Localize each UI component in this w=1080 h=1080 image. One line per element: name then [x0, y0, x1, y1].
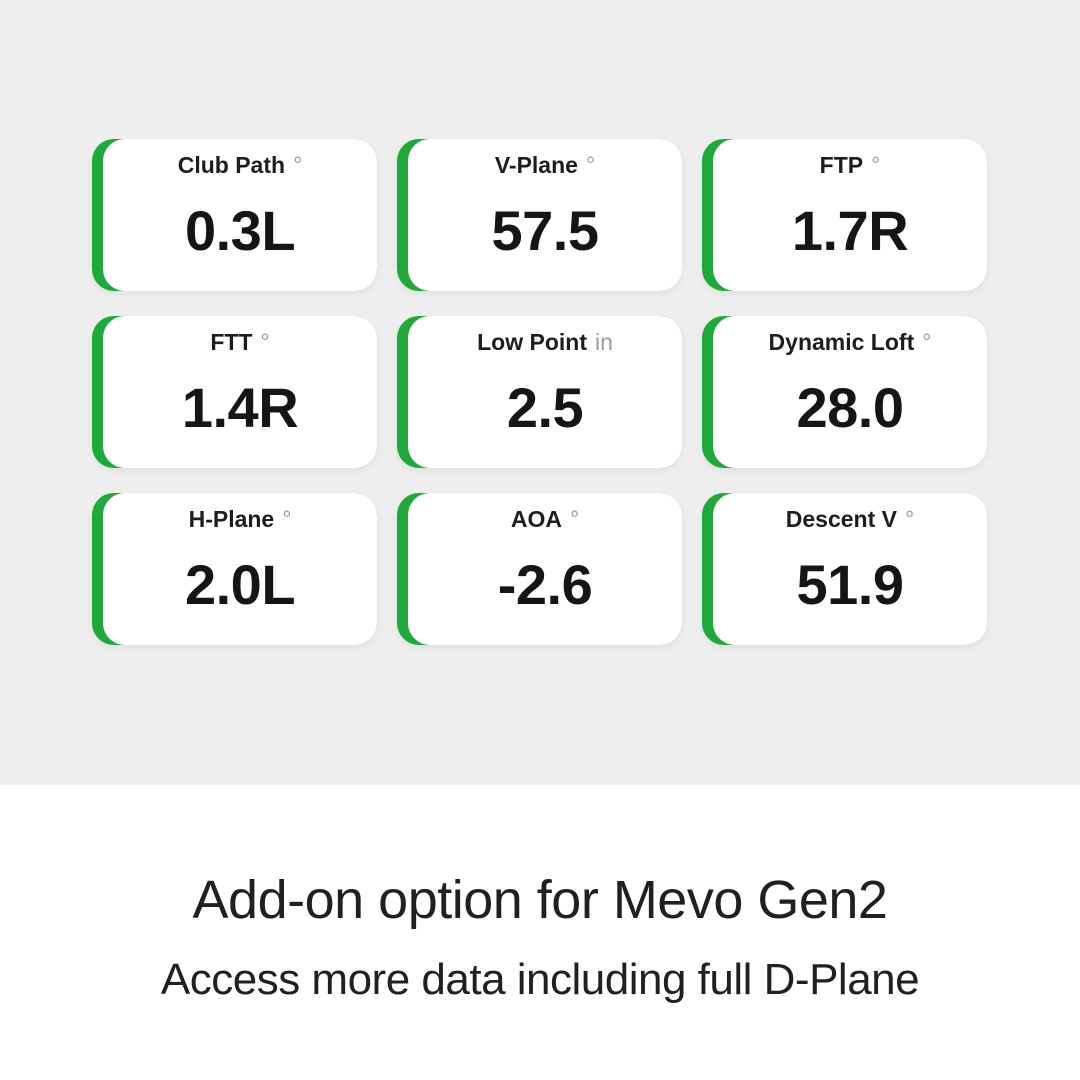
metric-label: FTP	[819, 152, 864, 178]
metric-value: 51.9	[796, 553, 905, 617]
metric-label-row: Club Path °	[103, 139, 377, 178]
metric-unit: in	[594, 329, 613, 355]
metric-card[interactable]: FTP ° 1.7R	[702, 139, 987, 291]
metric-value: 2.5	[506, 376, 584, 440]
metric-card-inner: Descent V ° 51.9	[713, 493, 987, 645]
metric-label-row: AOA °	[408, 493, 682, 532]
metric-card[interactable]: Club Path ° 0.3L	[92, 139, 377, 291]
metric-card[interactable]: H-Plane ° 2.0L	[92, 493, 377, 645]
metric-label: Dynamic Loft	[768, 329, 915, 355]
metric-unit: °	[922, 329, 932, 355]
metric-unit: °	[569, 506, 580, 532]
metric-card-inner: H-Plane ° 2.0L	[103, 493, 377, 645]
metric-label: V-Plane	[494, 152, 578, 178]
metric-label-row: Descent V °	[713, 493, 987, 532]
metric-unit: °	[282, 506, 292, 532]
metric-card-inner: Club Path ° 0.3L	[103, 139, 377, 291]
promo-subheading: Access more data including full D-Plane	[160, 955, 920, 1004]
metric-value: 1.7R	[791, 199, 909, 263]
metrics-panel: Club Path ° 0.3L V-Plane ° 57.5 FTP ° 1.…	[0, 0, 1080, 785]
metric-unit: °	[260, 329, 270, 355]
metric-label: AOA	[510, 506, 562, 532]
metric-label: Club Path	[177, 152, 286, 178]
metric-card-inner: FTT ° 1.4R	[103, 316, 377, 468]
metric-card[interactable]: AOA ° -2.6	[397, 493, 682, 645]
metric-value: 2.0L	[184, 553, 296, 617]
metric-unit: °	[585, 152, 596, 178]
metric-card[interactable]: Descent V ° 51.9	[702, 493, 987, 645]
metric-label: H-Plane	[188, 506, 275, 532]
metric-value: 57.5	[491, 199, 600, 263]
metric-unit: °	[905, 506, 915, 532]
metric-unit: °	[871, 152, 881, 178]
metric-card-inner: FTP ° 1.7R	[713, 139, 987, 291]
metric-label: Low Point	[477, 329, 587, 355]
metric-label-row: FTP °	[713, 139, 987, 178]
metric-label-row: Low Point in	[408, 316, 682, 355]
metric-card-inner: Dynamic Loft ° 28.0	[713, 316, 987, 468]
metric-label: Descent V	[785, 506, 897, 532]
metric-card-inner: V-Plane ° 57.5	[408, 139, 682, 291]
metric-label: FTT	[210, 329, 253, 355]
metrics-grid: Club Path ° 0.3L V-Plane ° 57.5 FTP ° 1.…	[92, 139, 987, 645]
metric-label-row: V-Plane °	[408, 139, 682, 178]
metric-label-row: Dynamic Loft °	[713, 316, 987, 355]
metric-unit: °	[293, 152, 303, 178]
metric-value: -2.6	[497, 553, 593, 617]
metric-card[interactable]: Low Point in 2.5	[397, 316, 682, 468]
metric-label-row: H-Plane °	[103, 493, 377, 532]
metric-value: 28.0	[796, 376, 905, 440]
metric-value: 1.4R	[181, 376, 299, 440]
promo-footer: Add-on option for Mevo Gen2 Access more …	[0, 785, 1080, 1080]
metric-card[interactable]: FTT ° 1.4R	[92, 316, 377, 468]
metric-card-inner: Low Point in 2.5	[408, 316, 682, 468]
metric-value: 0.3L	[184, 199, 296, 263]
metric-card-inner: AOA ° -2.6	[408, 493, 682, 645]
metric-card[interactable]: V-Plane ° 57.5	[397, 139, 682, 291]
metric-card[interactable]: Dynamic Loft ° 28.0	[702, 316, 987, 468]
promo-heading: Add-on option for Mevo Gen2	[192, 870, 888, 930]
metric-label-row: FTT °	[103, 316, 377, 355]
